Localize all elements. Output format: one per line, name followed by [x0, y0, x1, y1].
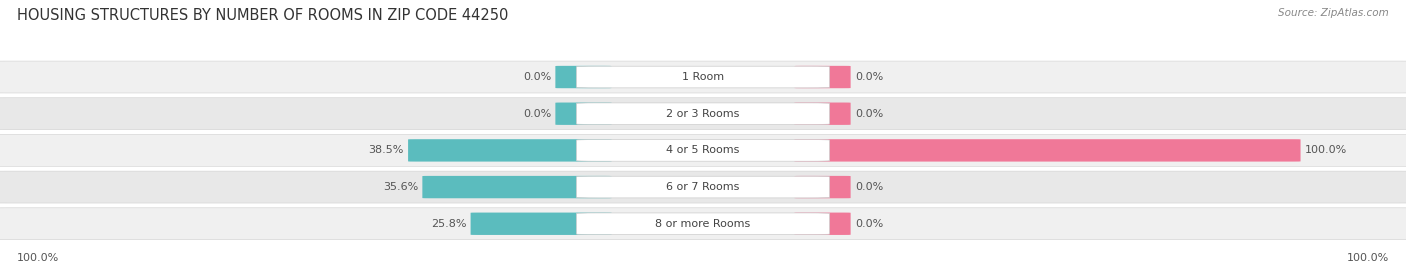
FancyBboxPatch shape: [576, 176, 830, 198]
FancyBboxPatch shape: [794, 102, 851, 125]
Text: 2 or 3 Rooms: 2 or 3 Rooms: [666, 109, 740, 119]
FancyBboxPatch shape: [0, 208, 1406, 240]
FancyBboxPatch shape: [555, 66, 612, 88]
FancyBboxPatch shape: [576, 140, 830, 161]
Text: 0.0%: 0.0%: [855, 109, 883, 119]
Text: 1 Room: 1 Room: [682, 72, 724, 82]
FancyBboxPatch shape: [794, 213, 851, 235]
Text: 100.0%: 100.0%: [1305, 146, 1347, 155]
FancyBboxPatch shape: [0, 171, 1406, 203]
Text: 0.0%: 0.0%: [855, 219, 883, 229]
Text: 100.0%: 100.0%: [1347, 253, 1389, 263]
FancyBboxPatch shape: [576, 66, 830, 88]
FancyBboxPatch shape: [576, 103, 830, 125]
FancyBboxPatch shape: [471, 213, 612, 235]
Text: 35.6%: 35.6%: [382, 182, 418, 192]
FancyBboxPatch shape: [0, 61, 1406, 93]
FancyBboxPatch shape: [576, 213, 830, 235]
Text: 0.0%: 0.0%: [855, 182, 883, 192]
Text: 8 or more Rooms: 8 or more Rooms: [655, 219, 751, 229]
Text: 0.0%: 0.0%: [523, 72, 551, 82]
FancyBboxPatch shape: [555, 102, 612, 125]
FancyBboxPatch shape: [794, 176, 851, 198]
FancyBboxPatch shape: [422, 176, 612, 198]
Text: 4 or 5 Rooms: 4 or 5 Rooms: [666, 146, 740, 155]
Text: HOUSING STRUCTURES BY NUMBER OF ROOMS IN ZIP CODE 44250: HOUSING STRUCTURES BY NUMBER OF ROOMS IN…: [17, 8, 508, 23]
Text: 0.0%: 0.0%: [855, 72, 883, 82]
Text: 25.8%: 25.8%: [430, 219, 467, 229]
Text: 100.0%: 100.0%: [17, 253, 59, 263]
FancyBboxPatch shape: [408, 139, 612, 162]
FancyBboxPatch shape: [0, 134, 1406, 166]
FancyBboxPatch shape: [794, 139, 1301, 162]
Text: Source: ZipAtlas.com: Source: ZipAtlas.com: [1278, 8, 1389, 18]
Text: 38.5%: 38.5%: [368, 146, 404, 155]
Text: 0.0%: 0.0%: [523, 109, 551, 119]
Text: 6 or 7 Rooms: 6 or 7 Rooms: [666, 182, 740, 192]
FancyBboxPatch shape: [0, 98, 1406, 130]
FancyBboxPatch shape: [794, 66, 851, 88]
